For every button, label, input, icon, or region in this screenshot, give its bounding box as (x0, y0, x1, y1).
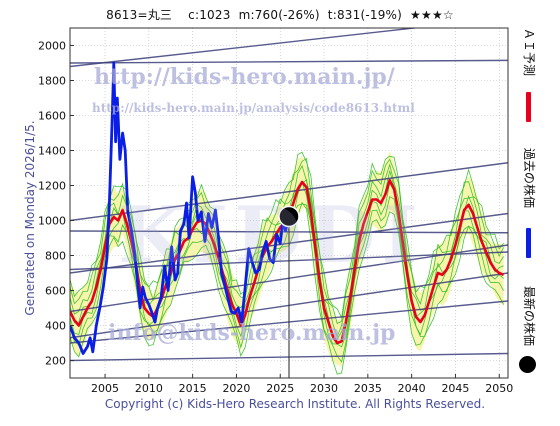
y-tick-label: 1600 (38, 110, 66, 123)
past-price-line (70, 61, 291, 355)
watermark-email: info@kids-hero.main.jp (108, 320, 395, 346)
ensemble-line (70, 157, 504, 324)
y-tick-label: 1800 (38, 75, 66, 88)
x-tick-label: 2045 (441, 382, 469, 395)
plot-content: http://kids-hero.main.jp/http://kids-her… (70, 28, 508, 378)
x-tick-label: 2020 (222, 382, 250, 395)
legend-past-label: 過去の株価 (522, 148, 536, 209)
x-tick-label: 2030 (310, 382, 338, 395)
y-tick-label: 1400 (38, 145, 66, 158)
latest-price-marker (278, 205, 300, 228)
legend: ＡＩ予測 過去の株価 最新の株価 (512, 28, 552, 378)
generated-date-label: Generated on Monday 2026/1/5. (23, 120, 37, 316)
x-tick-label: 2035 (354, 382, 382, 395)
y-tick-label: 2000 (38, 40, 66, 53)
legend-forecast-swatch (526, 92, 531, 122)
copyright-footer: Copyright (c) Kids-Hero Research Institu… (104, 397, 486, 411)
legend-latest: 最新の株価 (512, 286, 552, 386)
legend-past-swatch (526, 228, 531, 258)
legend-latest-dot (519, 356, 536, 373)
y-tick-label: 200 (45, 355, 66, 368)
y-tick-label: 400 (45, 320, 66, 333)
x-tick-label: 2005 (91, 382, 119, 395)
watermark-logo: KIDDI (118, 190, 424, 281)
x-tick-label: 2025 (266, 382, 294, 395)
x-tick-label: 2015 (179, 382, 207, 395)
x-tick-label: 2050 (485, 382, 513, 395)
ensemble-line (70, 163, 504, 338)
y-tick-label: 800 (45, 250, 66, 263)
y-tick-label: 1000 (38, 215, 66, 228)
legend-forecast: ＡＩ予測 (512, 28, 552, 148)
trend-line (70, 28, 421, 68)
chart-header: 8613=丸三 c:1023 m:760(-26%) t:831(-19%) ★… (106, 8, 454, 22)
y-tick-label: 600 (45, 285, 66, 298)
ensemble-line (70, 201, 504, 375)
plot-frame (69, 27, 509, 379)
ensemble-line (70, 151, 504, 319)
trend-line (70, 59, 508, 64)
trend-line (70, 162, 508, 222)
legend-latest-label: 最新の株価 (522, 286, 536, 347)
x-tick-label: 2010 (135, 382, 163, 395)
ensemble-line (70, 196, 504, 363)
x-tick-label: 2040 (398, 382, 426, 395)
watermark-url: http://kids-hero.main.jp/ (94, 64, 396, 90)
watermark-url-analysis: http://kids-hero.main.jp/analysis/code86… (92, 101, 415, 115)
legend-past: 過去の株価 (512, 148, 552, 268)
y-tick-label: 1200 (38, 180, 66, 193)
legend-forecast-label: ＡＩ予測 (522, 28, 536, 77)
